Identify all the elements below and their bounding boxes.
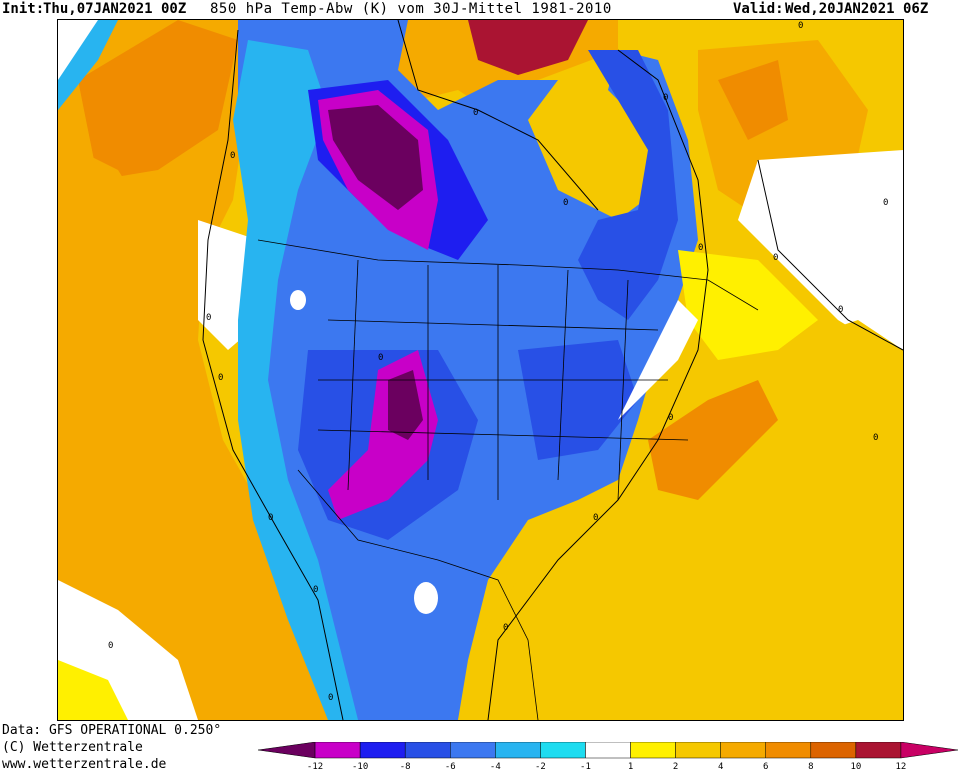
legend-tick-label: 4: [718, 762, 723, 772]
state-line-3: [317, 429, 689, 441]
legend-swatch: [314, 741, 361, 759]
contour-label: 0: [563, 198, 568, 208]
contour-label: 0: [663, 93, 668, 103]
legend-tick-label: 6: [763, 762, 768, 772]
legend-swatch: [359, 741, 406, 759]
contour-label: 0: [883, 198, 888, 208]
legend-swatch: [720, 741, 766, 759]
state-line-8: [617, 279, 629, 501]
copyright: (C) Wetterzentrale: [2, 740, 143, 755]
labrador-neutral-zone: [738, 150, 903, 360]
cold-zone-west-fringe: [233, 40, 358, 720]
pacific-warm-core: [78, 20, 238, 180]
temperature-anomaly-map: 0 0 0 0 0 0 0 0 0 0 0 0 0 0 0 0 0 0 0 0: [57, 19, 904, 721]
legend-tick-label: 8: [808, 762, 813, 772]
map-svg: 0 0 0 0 0 0 0 0 0 0 0 0 0 0 0 0 0 0 0 0: [58, 20, 903, 720]
legend-swatch: [257, 741, 316, 759]
footer: Data: GFS OPERATIONAL 0.250° (C) Wetterz…: [2, 722, 221, 773]
legend-swatch: [450, 741, 496, 759]
legend-tick-label: -2: [535, 762, 546, 772]
contour-label: 0: [328, 693, 333, 703]
zero-contours: [202, 20, 903, 720]
contour-label: 0: [698, 243, 703, 253]
legend-swatch: [765, 741, 812, 759]
website-url: www.wetterzentrale.de: [2, 757, 167, 772]
contour-label: 0: [230, 151, 235, 161]
northeast-mild-zone: [678, 250, 818, 360]
legend-tick-label: -12: [307, 762, 323, 772]
contour-label: 0: [206, 313, 211, 323]
legend-swatch: [540, 741, 586, 759]
legend-tick-label: 10: [850, 762, 861, 772]
zero-contour-north: [397, 20, 599, 211]
colorbar-svg: -12 -10 -8 -6 -4 -2 -1 1 2 4 6 8 10 12: [257, 741, 959, 772]
plateau-neutral-spot: [290, 290, 306, 310]
legend-swatch: [855, 741, 902, 759]
legend-swatch: [675, 741, 721, 759]
hudson-cold-arc: [578, 50, 678, 320]
valid-label: Valid:: [733, 1, 784, 17]
legend-swatch: [495, 741, 541, 759]
political-boundaries: [257, 239, 759, 720]
data-source: Data: GFS OPERATIONAL 0.250°: [2, 723, 222, 738]
canada-extreme-cold-core: [328, 105, 423, 210]
contour-label-group: 0 0 0 0 0 0 0 0 0 0 0 0 0 0 0 0 0 0 0 0: [108, 21, 888, 703]
contour-label: 0: [503, 623, 508, 633]
contour-label: 0: [838, 305, 843, 315]
rockies-extreme-cold-core: [388, 370, 423, 440]
us-canada-border: [257, 239, 759, 311]
legend-tick-label: -10: [352, 762, 368, 772]
pacific-warm-zone-2: [58, 140, 168, 420]
state-line-1: [327, 319, 659, 331]
contour-label: 0: [218, 373, 223, 383]
legend-swatch: [810, 741, 857, 759]
contour-label: 0: [593, 513, 598, 523]
init-label: Init:: [2, 1, 45, 17]
mexico-neutral-spot: [414, 582, 438, 614]
contour-label: 0: [668, 413, 673, 423]
state-line-4: [347, 259, 359, 491]
legend-tick-label: 1: [628, 762, 633, 772]
legend-tick-label: -1: [580, 762, 591, 772]
header: Init: Thu,07JAN2021 00Z 850 hPa Temp-Abw…: [0, 0, 962, 18]
contour-label: 0: [268, 513, 273, 523]
us-mexico-border: [297, 469, 539, 720]
contour-label: 0: [798, 21, 803, 31]
legend-swatch: [585, 741, 631, 759]
pacific-low-warm-zone: [58, 660, 128, 720]
contour-label: 0: [873, 433, 878, 443]
plains-cold-zone: [518, 340, 638, 460]
contour-label: 0: [473, 108, 478, 118]
legend-tick-label: -4: [490, 762, 501, 772]
hudson-east-warm-core: [718, 60, 788, 140]
legend-swatch: [900, 741, 959, 759]
legend-tick-label: -6: [445, 762, 456, 772]
state-line-7: [557, 269, 569, 481]
nw-neutral-corner: [58, 20, 98, 80]
zero-contour-west: [202, 29, 344, 720]
legend-tick-label: -8: [400, 762, 411, 772]
chart-title: 850 hPa Temp-Abw (K) vom 30J-Mittel 1981…: [210, 1, 612, 17]
contour-label: 0: [378, 353, 383, 363]
legend-swatch: [404, 741, 451, 759]
southeast-warm-core: [648, 380, 778, 500]
zero-contour-east: [487, 49, 709, 720]
east-gulf-warm-zone: [458, 320, 903, 720]
contour-label: 0: [773, 253, 778, 263]
legend-colorbar: -12 -10 -8 -6 -4 -2 -1 1 2 4 6 8 10 12: [257, 741, 959, 776]
legend-tick-label: 2: [673, 762, 678, 772]
zero-contour-atlantic: [757, 159, 903, 351]
legend-tick-label: 12: [896, 762, 907, 772]
contour-label: 0: [313, 585, 318, 595]
east-neutral-band: [618, 300, 698, 420]
valid-date: Wed,20JAN2021 06Z: [785, 1, 929, 17]
north-hot-core: [468, 20, 588, 75]
legend-swatch: [630, 741, 676, 759]
contour-label: 0: [108, 641, 113, 651]
init-date: Thu,07JAN2021 00Z: [43, 1, 187, 17]
